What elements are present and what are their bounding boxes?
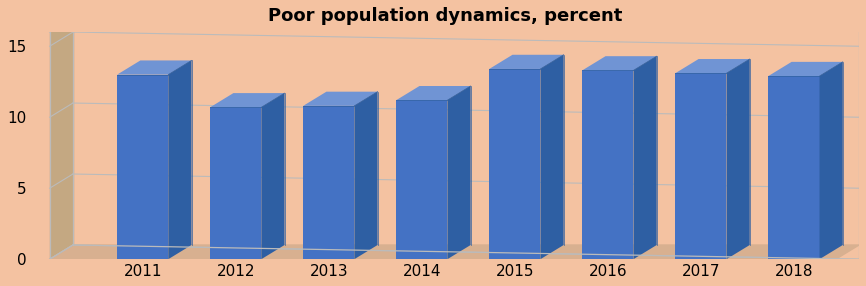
Polygon shape <box>117 75 168 259</box>
Polygon shape <box>303 106 354 259</box>
Polygon shape <box>303 92 378 106</box>
Polygon shape <box>489 69 540 259</box>
Polygon shape <box>582 70 633 259</box>
Polygon shape <box>582 56 656 70</box>
Polygon shape <box>489 55 564 69</box>
Polygon shape <box>768 76 819 259</box>
Polygon shape <box>633 56 656 259</box>
Polygon shape <box>819 62 843 259</box>
Polygon shape <box>540 55 564 259</box>
Polygon shape <box>117 60 191 75</box>
Polygon shape <box>397 100 448 259</box>
Polygon shape <box>210 93 285 107</box>
Polygon shape <box>448 86 470 259</box>
Polygon shape <box>49 245 859 259</box>
Polygon shape <box>49 18 73 259</box>
Polygon shape <box>168 60 191 259</box>
Polygon shape <box>262 93 285 259</box>
Polygon shape <box>768 62 843 76</box>
Polygon shape <box>354 92 378 259</box>
Title: Poor population dynamics, percent: Poor population dynamics, percent <box>268 7 623 25</box>
Polygon shape <box>675 73 727 259</box>
Polygon shape <box>675 59 750 73</box>
Polygon shape <box>397 86 470 100</box>
Polygon shape <box>727 59 750 259</box>
Polygon shape <box>210 107 262 259</box>
